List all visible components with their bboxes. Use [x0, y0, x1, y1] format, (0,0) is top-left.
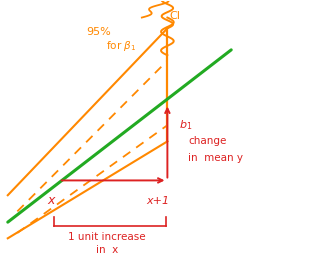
- Text: 1 unit increase: 1 unit increase: [68, 232, 146, 242]
- Text: for $\beta_1$: for $\beta_1$: [106, 39, 136, 53]
- Text: change: change: [188, 136, 226, 146]
- Text: CI: CI: [170, 11, 181, 21]
- Text: $b_1$: $b_1$: [179, 118, 192, 132]
- Text: in  x: in x: [96, 245, 118, 255]
- Text: x+1: x+1: [146, 196, 169, 206]
- Text: in  mean y: in mean y: [188, 153, 243, 163]
- Text: 95%: 95%: [86, 27, 111, 37]
- Text: x: x: [47, 194, 54, 207]
